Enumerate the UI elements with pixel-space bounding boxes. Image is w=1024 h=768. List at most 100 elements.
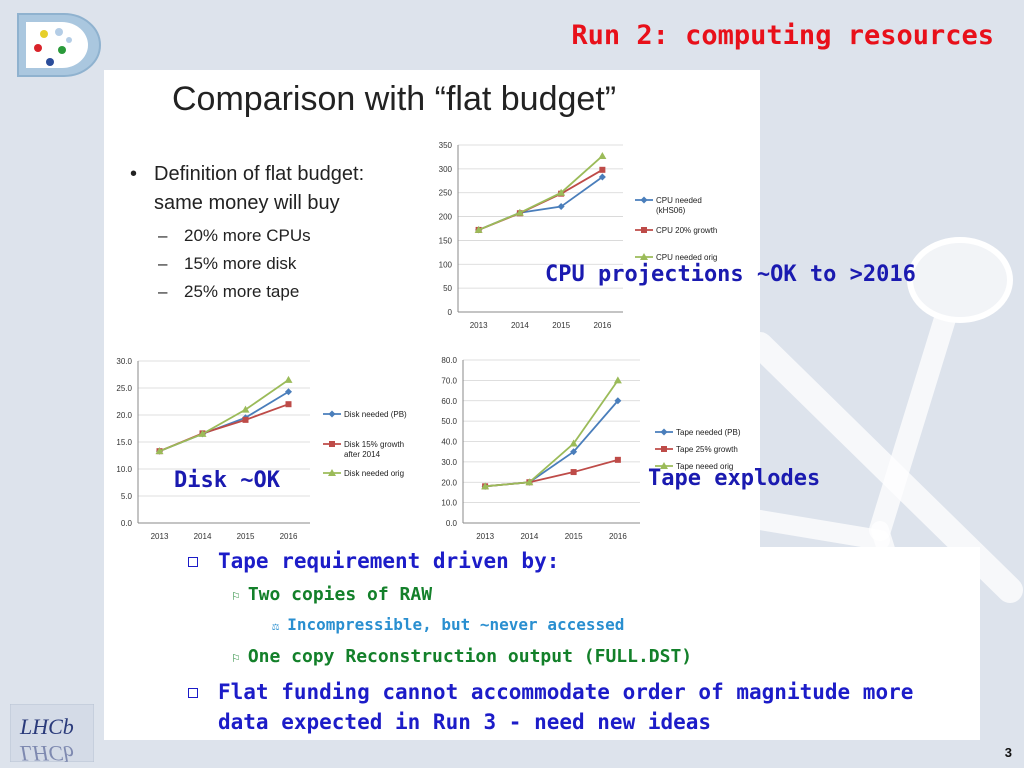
data-point bbox=[614, 456, 621, 463]
x-tick-label: 2016 bbox=[280, 532, 298, 541]
y-tick-label: 0.0 bbox=[121, 519, 133, 528]
y-tick-label: 250 bbox=[439, 189, 453, 198]
definition-item: –20% more CPUs bbox=[158, 222, 418, 250]
series-line bbox=[485, 400, 619, 488]
page-number: 3 bbox=[1004, 745, 1012, 760]
y-tick-label: 50 bbox=[443, 284, 452, 293]
legend-label: CPU needed orig bbox=[656, 253, 717, 262]
bullet-tape-requirement: Tape requirement driven by: bbox=[188, 546, 968, 576]
bullet-panel bbox=[104, 547, 980, 740]
bullet-text: Two copies of RAW bbox=[247, 584, 433, 605]
panel-title: Comparison with “flat budget” bbox=[172, 80, 617, 118]
definition-item: –15% more disk bbox=[158, 250, 418, 278]
flat-budget-definition: • Definition of flat budget: same money … bbox=[128, 160, 418, 306]
disk-chart: 0.0 5.0 10.0 15.0 20.0 25.0 30.0 2013 2014 2015 20… bbox=[116, 357, 407, 541]
bullet-text: One copy Reconstruction output (FULL.DST… bbox=[247, 646, 693, 667]
x-tick-label: 2014 bbox=[511, 321, 529, 330]
data-point bbox=[557, 203, 565, 211]
bullet-raw-copies: ⚐ Two copies of RAW bbox=[232, 584, 432, 605]
y-tick-label: 30.0 bbox=[116, 357, 132, 366]
tape-annotation: Tape explodes bbox=[648, 466, 821, 491]
dash-icon: – bbox=[158, 226, 168, 245]
data-point bbox=[569, 439, 578, 447]
square-bullet-icon bbox=[188, 557, 198, 567]
y-tick-label: 0 bbox=[448, 308, 453, 317]
data-point bbox=[599, 166, 606, 173]
definition-item-text: 25% more tape bbox=[184, 282, 300, 301]
svg-text:LHCb: LHCb bbox=[19, 714, 74, 739]
y-tick-label: 300 bbox=[439, 165, 453, 174]
data-point bbox=[640, 253, 648, 260]
data-point bbox=[661, 446, 667, 452]
data-point bbox=[598, 151, 607, 159]
bullet-text: Flat funding cannot accommodate order of… bbox=[218, 680, 914, 734]
data-point bbox=[570, 469, 577, 476]
x-tick-label: 2015 bbox=[237, 532, 255, 541]
data-point bbox=[285, 388, 292, 396]
data-point bbox=[640, 196, 648, 204]
scale-bullet-icon: ⚖ bbox=[272, 619, 280, 633]
data-point bbox=[284, 375, 293, 383]
data-point bbox=[614, 397, 622, 405]
definition-list: –20% more CPUs –15% more disk –25% more … bbox=[128, 222, 418, 306]
y-tick-label: 10.0 bbox=[116, 465, 132, 474]
svg-text:LHCb: LHCb bbox=[19, 741, 74, 762]
lhcb-logo-icon: LHCb LHCb bbox=[10, 704, 94, 762]
dash-icon: – bbox=[158, 254, 168, 273]
legend-label: Disk needed (PB) bbox=[344, 410, 407, 419]
y-tick-label: 20.0 bbox=[116, 411, 132, 420]
y-tick-label: 100 bbox=[439, 260, 453, 269]
y-tick-label: 200 bbox=[439, 213, 453, 222]
y-tick-label: 10.0 bbox=[441, 499, 457, 508]
data-point bbox=[481, 482, 490, 490]
data-point bbox=[557, 188, 566, 196]
y-tick-label: 70.0 bbox=[441, 376, 457, 385]
y-tick-label: 40.0 bbox=[441, 438, 457, 447]
series-line bbox=[478, 169, 603, 231]
legend-label: Disk needed orig bbox=[344, 469, 404, 478]
y-tick-label: 80.0 bbox=[441, 356, 457, 365]
legend-label: CPU needed bbox=[656, 196, 702, 205]
slide-title: Run 2: computing resources bbox=[571, 20, 994, 51]
data-point bbox=[328, 469, 336, 476]
cpu-chart: 0 50 100 150 200 250 300 350 2013 2014 2015 2016 CPU… bbox=[439, 141, 718, 330]
definition-item: –25% more tape bbox=[158, 278, 418, 306]
y-tick-label: 25.0 bbox=[116, 384, 132, 393]
data-point bbox=[241, 405, 250, 413]
definition-text: Definition of flat budget: same money wi… bbox=[154, 163, 365, 214]
y-tick-label: 150 bbox=[439, 236, 453, 245]
data-point bbox=[641, 227, 647, 233]
data-point bbox=[660, 462, 668, 469]
data-point bbox=[329, 441, 335, 447]
logo-d-icon bbox=[17, 13, 101, 77]
series-line bbox=[478, 155, 603, 231]
bullet-text: Incompressible, but ~never accessed bbox=[287, 615, 625, 634]
x-tick-label: 2016 bbox=[609, 532, 627, 541]
dash-icon: – bbox=[158, 282, 168, 301]
y-tick-label: 5.0 bbox=[121, 492, 133, 501]
data-point bbox=[613, 376, 622, 384]
data-point bbox=[198, 429, 207, 437]
legend-label: (kHS06) bbox=[656, 206, 686, 215]
bullet-dot-icon: • bbox=[130, 163, 138, 185]
definition-item-text: 15% more disk bbox=[184, 254, 297, 273]
flag-bullet-icon: ⚐ bbox=[232, 589, 240, 604]
x-tick-label: 2015 bbox=[565, 532, 583, 541]
y-tick-label: 350 bbox=[439, 141, 453, 150]
legend-label: after 2014 bbox=[344, 450, 381, 459]
x-tick-label: 2015 bbox=[552, 321, 570, 330]
data-point bbox=[155, 447, 164, 455]
data-point bbox=[598, 173, 606, 181]
y-tick-label: 15.0 bbox=[116, 438, 132, 447]
definition-item-text: 20% more CPUs bbox=[184, 226, 311, 245]
y-tick-label: 0.0 bbox=[446, 519, 458, 528]
y-tick-label: 60.0 bbox=[441, 397, 457, 406]
x-tick-label: 2013 bbox=[151, 532, 169, 541]
square-bullet-icon bbox=[188, 688, 198, 698]
flag-bullet-icon: ⚐ bbox=[232, 651, 240, 666]
data-point bbox=[285, 401, 292, 408]
y-tick-label: 20.0 bbox=[441, 478, 457, 487]
bullet-reconstruction-output: ⚐ One copy Reconstruction output (FULL.DS… bbox=[232, 646, 692, 667]
tape-chart: 0.0 10.0 20.0 30.0 40.0 50.0 60.0 70.0 80.0 2013 2… bbox=[441, 356, 740, 541]
data-point bbox=[515, 208, 524, 216]
